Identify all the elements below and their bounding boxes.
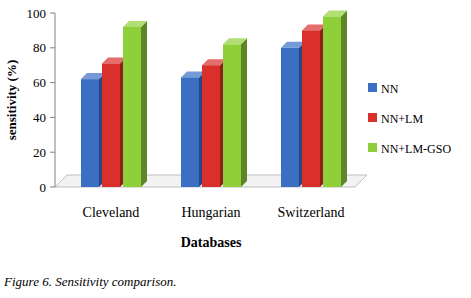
bar (102, 63, 120, 187)
bar (181, 77, 199, 187)
y-tick (50, 117, 55, 118)
bar (202, 65, 220, 187)
legend-swatch (368, 83, 377, 92)
y-tick (50, 47, 55, 48)
bar-side (241, 38, 247, 187)
bar (123, 27, 141, 187)
bar-top (323, 10, 347, 16)
y-tick-label: 20 (33, 145, 46, 160)
bars (81, 10, 347, 187)
legend-swatch (368, 143, 377, 152)
bar (302, 30, 320, 187)
bar-top (123, 21, 147, 27)
x-tick-label: Switzerland (278, 205, 345, 220)
bar-top (223, 38, 247, 44)
legend-label: NN+LM (381, 112, 423, 126)
bar-side (341, 10, 347, 187)
y-tick-label: 80 (33, 40, 46, 55)
caption: Figure 6. Sensitivity comparison. (3, 274, 176, 289)
y-tick (50, 187, 55, 188)
bar (81, 79, 99, 187)
bar (223, 44, 241, 187)
legend-swatch (368, 113, 377, 122)
bar (323, 16, 341, 187)
y-tick-label: 60 (33, 75, 46, 90)
bar-side (141, 21, 147, 187)
legend-label: NN (381, 82, 399, 96)
y-tick (50, 13, 55, 14)
y-tick-label: 0 (40, 180, 47, 195)
bar (281, 48, 299, 187)
x-axis-label: Databases (181, 235, 242, 250)
y-axis-label: sensitivity (%) (4, 60, 19, 141)
x-tick-label: Hungarian (181, 205, 240, 220)
bar-top (81, 73, 105, 79)
x-tick-label: Cleveland (83, 205, 140, 220)
y-tick-label: 40 (33, 110, 46, 125)
chart: 0 20 40 60 80 100 sensitivity (%) Cleveland Hung… (0, 0, 471, 298)
bar-top (181, 71, 205, 77)
bar-top (202, 59, 226, 65)
y-axis (55, 13, 56, 187)
y-tick (50, 82, 55, 83)
legend-label: NN+LM-GSO (381, 142, 451, 156)
bar-top (102, 57, 126, 63)
y-tick (50, 152, 55, 153)
y-tick-label: 100 (27, 6, 47, 21)
bar-top (281, 42, 305, 48)
bar-top (302, 24, 326, 30)
